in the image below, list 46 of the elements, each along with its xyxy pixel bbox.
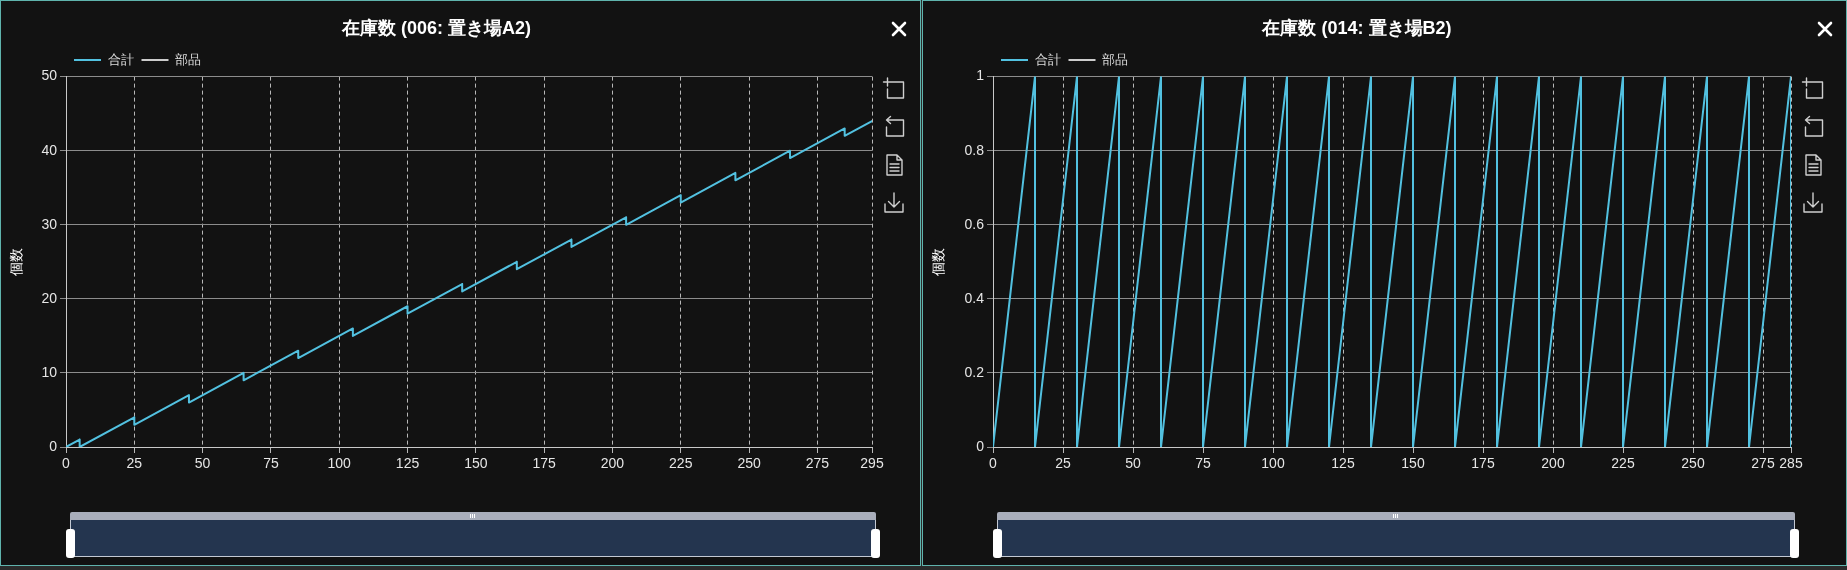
- legend-label: 合計: [1034, 51, 1061, 67]
- y-tick-label: 30: [41, 215, 58, 232]
- x-tick-label: 225: [669, 455, 693, 472]
- x-tick-label: 150: [464, 455, 488, 472]
- y-tick-label: 40: [41, 141, 58, 158]
- x-tick-label: 25: [126, 455, 143, 472]
- x-tick-label: 295: [860, 455, 884, 472]
- x-tick-label: 100: [1261, 455, 1285, 472]
- x-tick-label: 225: [1611, 455, 1635, 472]
- x-tick-label: 0: [989, 455, 998, 472]
- y-tick-label: 10: [41, 363, 58, 380]
- legend-label: 部品: [1102, 51, 1128, 67]
- y-tick-label: 20: [41, 289, 58, 306]
- x-tick-label: 75: [263, 455, 279, 472]
- x-tick-label: 25: [1055, 455, 1071, 472]
- x-tick-label: 175: [1471, 455, 1495, 472]
- x-tick-label: 285: [1779, 455, 1803, 472]
- y-axis-title: 個数: [8, 247, 25, 276]
- x-tick-label: 0: [62, 455, 71, 472]
- x-tick-label: 125: [395, 455, 420, 472]
- y-tick-label: 0.4: [964, 289, 985, 306]
- x-tick-label: 50: [194, 455, 211, 472]
- y-tick-label: 0: [49, 437, 58, 454]
- y-tick-label: 0: [976, 437, 985, 454]
- legend-label: 部品: [175, 51, 201, 67]
- x-tick-label: 175: [532, 455, 557, 472]
- x-tick-label: 275: [805, 455, 830, 472]
- x-tick-label: 75: [1195, 455, 1211, 472]
- x-tick-label: 250: [737, 455, 761, 472]
- y-tick-label: 50: [41, 67, 58, 84]
- x-tick-label: 275: [1751, 455, 1775, 472]
- x-tick-label: 150: [1401, 455, 1425, 472]
- x-tick-label: 125: [1331, 455, 1355, 472]
- legend-label: 合計: [107, 51, 134, 67]
- chart-title: 在庫数 (006: 置き場A2): [340, 17, 532, 38]
- x-tick-label: 100: [327, 455, 352, 472]
- y-tick-label: 1: [976, 67, 985, 84]
- y-axis-title: 個数: [930, 247, 947, 276]
- x-tick-label: 250: [1681, 455, 1705, 472]
- x-tick-label: 50: [1125, 455, 1141, 472]
- x-tick-label: 200: [600, 455, 625, 472]
- x-tick-label: 200: [1541, 455, 1565, 472]
- y-tick-label: 0.6: [964, 215, 985, 232]
- y-tick-label: 0.2: [964, 363, 985, 380]
- y-tick-label: 0.8: [964, 141, 985, 158]
- chart-title: 在庫数 (014: 置き場B2): [1261, 17, 1452, 38]
